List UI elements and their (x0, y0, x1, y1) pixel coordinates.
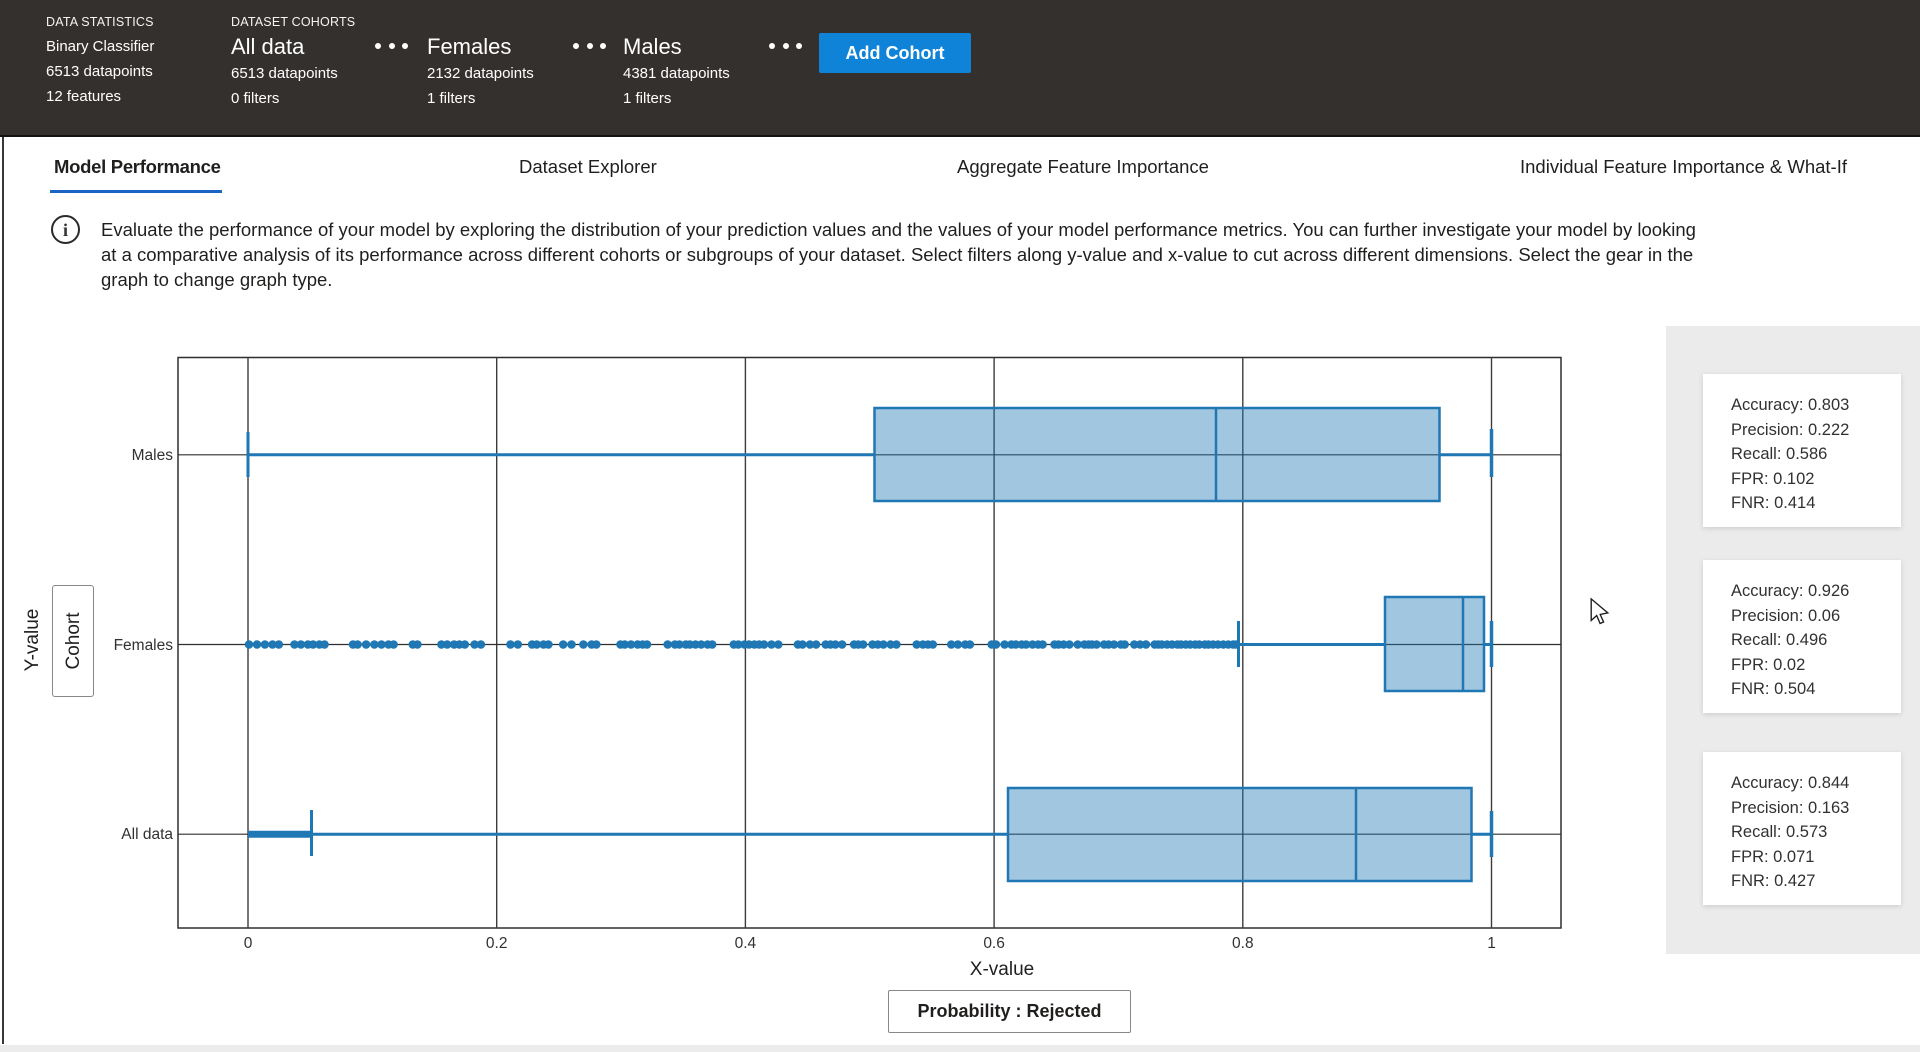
svg-text:0.8: 0.8 (1232, 935, 1254, 952)
svg-text:All data: All data (121, 826, 173, 843)
svg-text:0.4: 0.4 (735, 935, 757, 952)
svg-text:0.2: 0.2 (486, 935, 508, 952)
svg-text:Males: Males (132, 447, 174, 464)
svg-text:0.6: 0.6 (983, 935, 1005, 952)
svg-text:0: 0 (244, 935, 253, 952)
svg-text:1: 1 (1487, 935, 1496, 952)
svg-text:Females: Females (114, 637, 174, 654)
